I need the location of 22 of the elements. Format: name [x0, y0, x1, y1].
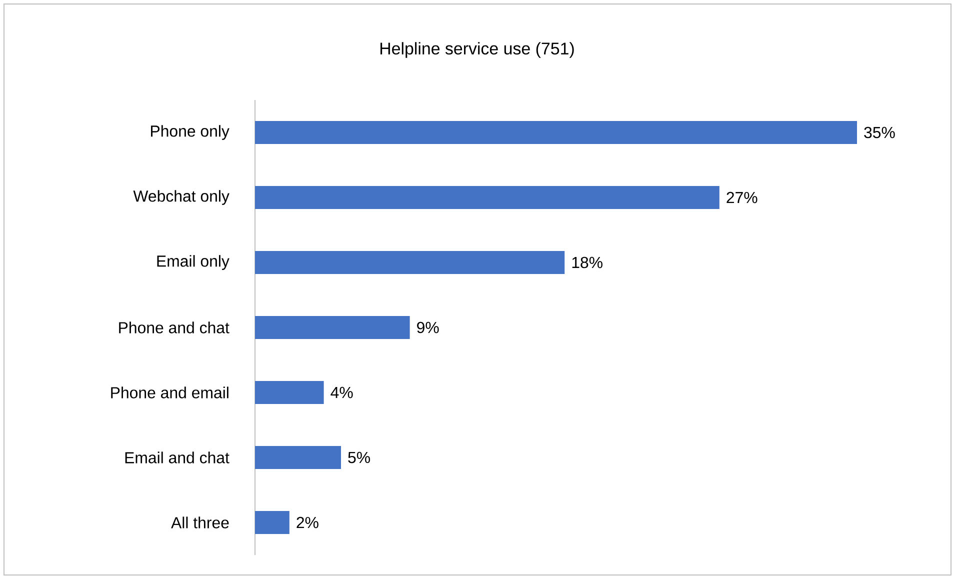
bar — [255, 316, 410, 340]
y-tick-label: Phone and chat — [119, 322, 230, 334]
bar — [255, 186, 720, 210]
data-label: 27% — [726, 192, 758, 204]
data-label: 9% — [417, 322, 439, 334]
y-tick-label: Webchat only — [133, 190, 230, 205]
bar — [255, 446, 342, 470]
y-tick-label: Email and chat — [125, 452, 230, 464]
bar — [255, 251, 565, 274]
data-label: 18% — [572, 256, 602, 268]
y-tick-label: Phone only — [151, 125, 230, 140]
bar — [255, 381, 324, 404]
bar — [255, 511, 290, 534]
y-tick-label: Email only — [157, 255, 230, 270]
data-label: 35% — [864, 126, 895, 138]
data-label: 4% — [330, 386, 353, 398]
bar — [255, 121, 858, 144]
data-label: 2% — [296, 516, 318, 528]
y-tick-label: All three — [171, 516, 229, 528]
chart-title: Helpline service use (751) — [380, 42, 574, 58]
data-label: 5% — [348, 452, 370, 464]
y-tick-label: Phone and email — [111, 386, 228, 398]
